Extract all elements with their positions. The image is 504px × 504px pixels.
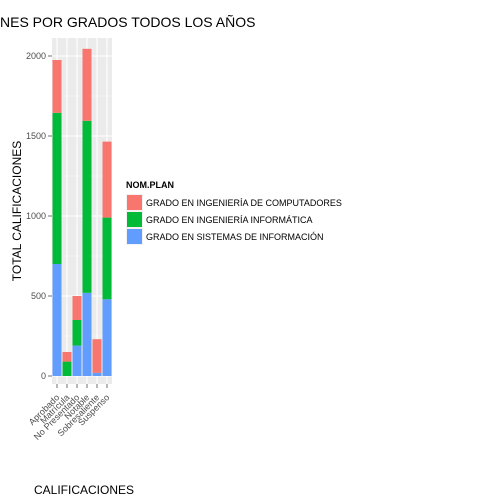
bar-segment [52,264,62,376]
y-axis-title: TOTAL CALIFICACIONES [10,141,24,281]
chart-title: NES POR GRADOS TODOS LOS AÑOS [0,14,255,30]
legend-key-swatch [127,195,142,210]
legend-key-swatch [127,212,142,227]
bar-segment [102,141,112,218]
bars [52,48,112,376]
bar-segment [82,120,92,293]
bar-segment [62,361,72,376]
bar-segment [82,48,92,121]
legend-entry-label: GRADO EN SISTEMAS DE INFORMACIÓN [146,232,324,242]
y-axis: 0 500 1000 1500 2000 [26,51,52,381]
legend: NOM.PLAN GRADO EN INGENIERÍA DE COMPUTAD… [126,180,342,245]
legend-title: NOM.PLAN [126,180,174,190]
bar-segment [52,60,62,113]
bar-segment [52,112,62,264]
bar-segment [92,339,102,373]
y-tick-label: 2000 [26,51,46,61]
bar-segment [72,345,82,376]
y-tick-label: 0 [41,371,46,381]
legend-entry-label: GRADO EN INGENIERÍA DE COMPUTADORES [146,198,342,208]
bar-segment [62,352,72,362]
legend-entry-label: GRADO EN INGENIERÍA INFORMÁTICA [146,215,313,225]
bar-segment [92,372,102,376]
bar-segment [72,320,82,346]
bar-segment [102,217,112,300]
bar-segment [72,296,82,320]
bar-segment [82,292,92,376]
y-tick-label: 1500 [26,131,46,141]
x-axis-title: CALIFICACIONES [34,483,134,497]
y-tick-label: 1000 [26,211,46,221]
legend-key-swatch [127,229,142,244]
plot-panel [52,38,112,384]
y-tick-label: 500 [31,291,46,301]
bar-segment [102,299,112,376]
